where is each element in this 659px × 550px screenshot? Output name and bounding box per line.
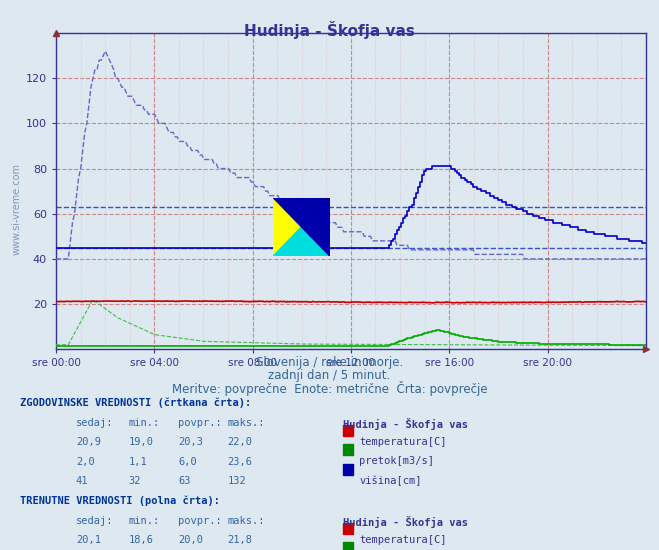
Text: 32: 32 <box>129 476 141 486</box>
Text: 20,3: 20,3 <box>178 437 203 447</box>
Text: temperatura[C]: temperatura[C] <box>359 437 447 447</box>
Text: 63: 63 <box>178 476 190 486</box>
Text: 1,1: 1,1 <box>129 456 147 466</box>
Text: 6,0: 6,0 <box>178 456 196 466</box>
Text: sedaj:: sedaj: <box>76 516 113 526</box>
Text: 20,9: 20,9 <box>76 437 101 447</box>
Text: 23,6: 23,6 <box>227 456 252 466</box>
Text: 19,0: 19,0 <box>129 437 154 447</box>
Text: TRENUTNE VREDNOSTI (polna črta):: TRENUTNE VREDNOSTI (polna črta): <box>20 495 219 505</box>
Text: www.si-vreme.com: www.si-vreme.com <box>12 163 22 255</box>
Text: 20,0: 20,0 <box>178 535 203 545</box>
Text: Hudinja - Škofja vas: Hudinja - Škofja vas <box>343 418 468 430</box>
Text: maks.:: maks.: <box>227 516 265 526</box>
Text: 18,6: 18,6 <box>129 535 154 545</box>
Text: višina[cm]: višina[cm] <box>359 476 422 486</box>
Text: 22,0: 22,0 <box>227 437 252 447</box>
Polygon shape <box>273 227 330 256</box>
Text: 2,0: 2,0 <box>76 456 94 466</box>
Polygon shape <box>273 198 330 256</box>
Polygon shape <box>273 198 302 256</box>
Text: 41: 41 <box>76 476 88 486</box>
Text: Hudinja - Škofja vas: Hudinja - Škofja vas <box>343 516 468 528</box>
Text: povpr.:: povpr.: <box>178 516 221 526</box>
Text: maks.:: maks.: <box>227 418 265 428</box>
Text: min.:: min.: <box>129 418 159 428</box>
Text: Slovenija / reke in morje.: Slovenija / reke in morje. <box>256 356 403 370</box>
Text: zadnji dan / 5 minut.: zadnji dan / 5 minut. <box>268 368 391 382</box>
Text: Hudinja - Škofja vas: Hudinja - Škofja vas <box>244 21 415 39</box>
Text: ZGODOVINSKE VREDNOSTI (črtkana črta):: ZGODOVINSKE VREDNOSTI (črtkana črta): <box>20 397 251 408</box>
Text: sedaj:: sedaj: <box>76 418 113 428</box>
Text: Meritve: povprečne  Enote: metrične  Črta: povprečje: Meritve: povprečne Enote: metrične Črta:… <box>172 381 487 395</box>
Text: 20,1: 20,1 <box>76 535 101 545</box>
Text: pretok[m3/s]: pretok[m3/s] <box>359 456 434 466</box>
Text: temperatura[C]: temperatura[C] <box>359 535 447 545</box>
Text: povpr.:: povpr.: <box>178 418 221 428</box>
Text: 132: 132 <box>227 476 246 486</box>
Text: 21,8: 21,8 <box>227 535 252 545</box>
Text: min.:: min.: <box>129 516 159 526</box>
